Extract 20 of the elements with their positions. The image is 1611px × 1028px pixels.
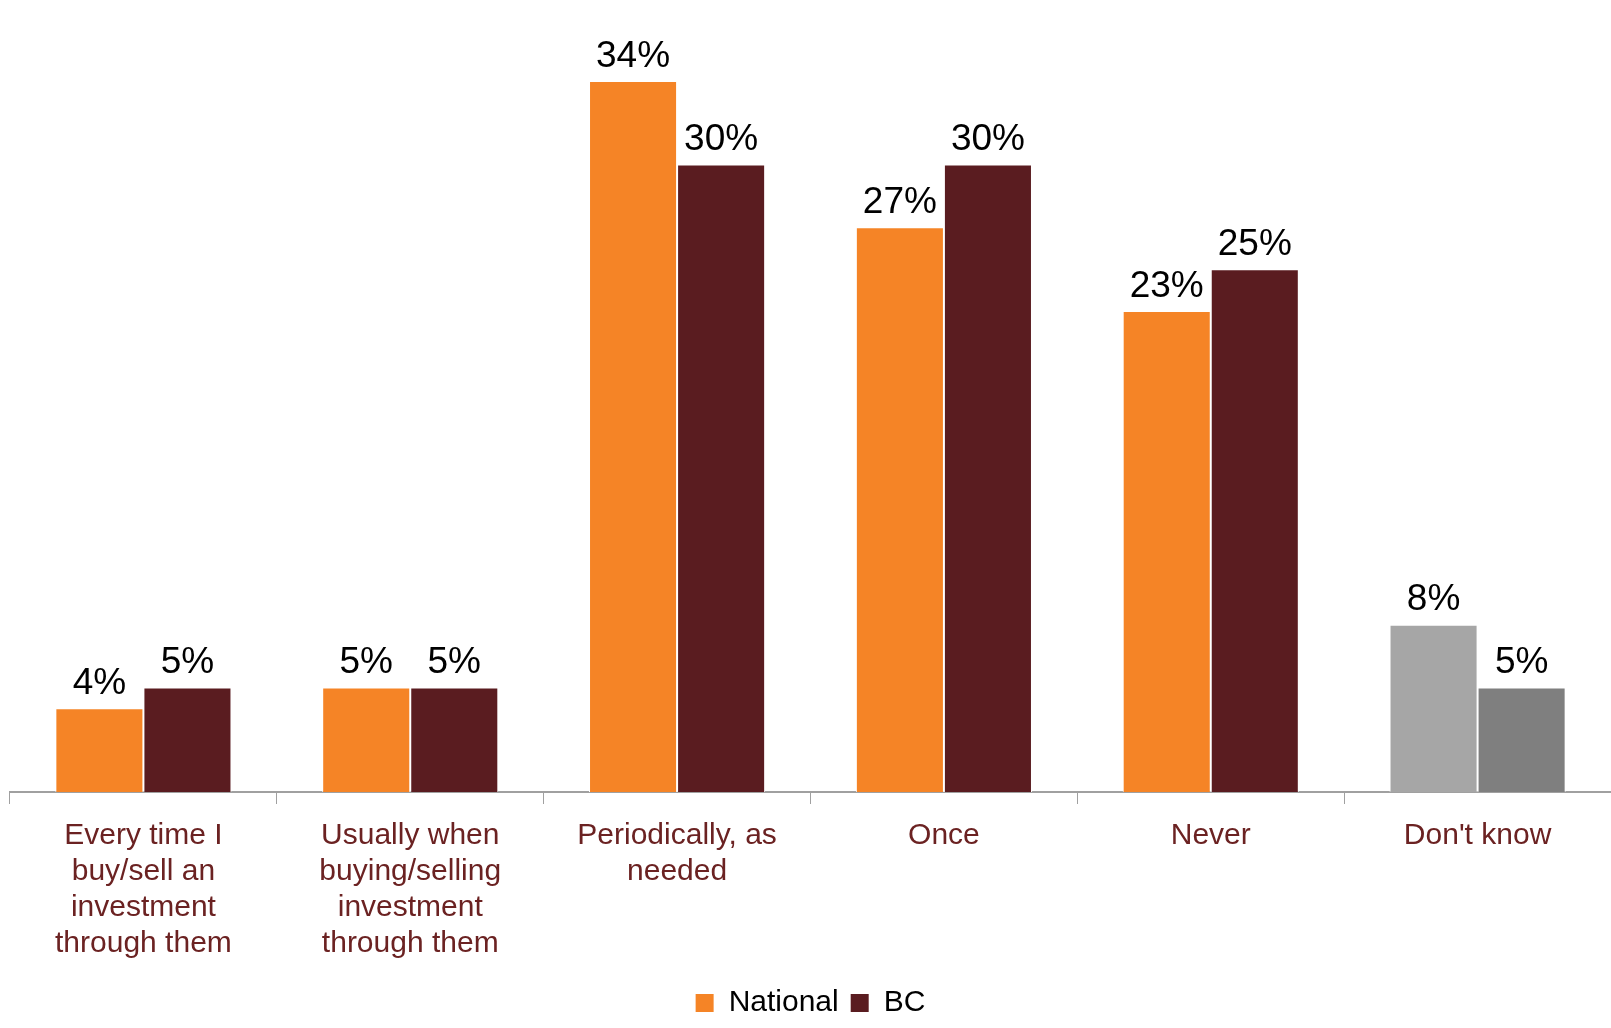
data-label: 23% [1129,263,1204,305]
data-label: 30% [684,117,759,159]
legend-label: National [728,984,839,1018]
data-label: 27% [862,180,937,222]
x-tick-label: Usually when buying/selling investment through them [319,817,502,959]
data-label: 5% [1494,640,1549,682]
x-tick-label: Every time I buy/sell an investment through them [55,817,232,959]
x-tick-label: Don't know [1403,817,1552,851]
data-label: 5% [339,640,393,682]
legend-label: BC [883,984,926,1018]
data-label: 5% [160,640,215,682]
data-label: 34% [596,33,671,75]
x-tick-label: Never [1170,817,1251,851]
x-tick-label: Once [908,817,980,851]
data-label: 25% [1217,221,1292,263]
data-label: 8% [1406,577,1461,619]
x-tick-label: Periodically, as needed [577,817,777,887]
data-label: 4% [72,661,127,703]
data-label: 5% [427,640,482,682]
data-label: 30% [950,117,1025,159]
